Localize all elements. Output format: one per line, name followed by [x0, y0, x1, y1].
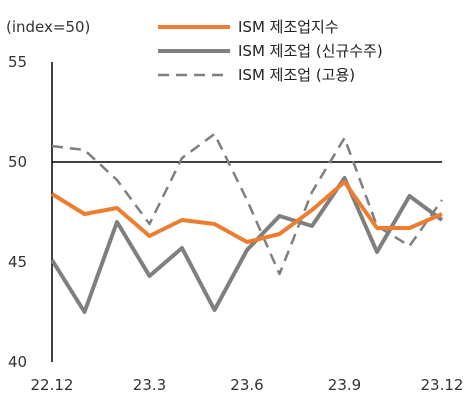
- series-line-1: [50, 180, 443, 244]
- y-tick-label: 40: [8, 353, 27, 371]
- series-layer: [50, 132, 444, 314]
- x-tick-label: 23.9: [328, 376, 361, 394]
- legend-label: ISM 제조업 (고용): [238, 66, 355, 84]
- legend-label: ISM 제조업 (신규수주): [238, 42, 383, 60]
- y-tick-label: 45: [8, 253, 27, 271]
- y-tick-label: 55: [8, 53, 27, 71]
- x-tick-label: 23.6: [230, 376, 263, 394]
- x-tick-label: 22.12: [31, 376, 74, 394]
- x-tick-label: 23.12: [421, 376, 464, 394]
- series-line-2: [50, 176, 444, 314]
- unit-label: (index=50): [6, 18, 90, 36]
- y-tick-label: 50: [8, 153, 27, 171]
- x-tick-label: 23.3: [133, 376, 166, 394]
- series-line-3: [51, 132, 444, 276]
- legend-label: ISM 제조업지수: [238, 18, 339, 36]
- y-axis-ticks: 40 45 50 55: [8, 53, 27, 371]
- x-axis-ticks: 22.12 23.3 23.6 23.9 23.12: [31, 376, 464, 394]
- legend: ISM 제조업지수 ISM 제조업 (신규수주) ISM 제조업 (고용): [158, 18, 383, 84]
